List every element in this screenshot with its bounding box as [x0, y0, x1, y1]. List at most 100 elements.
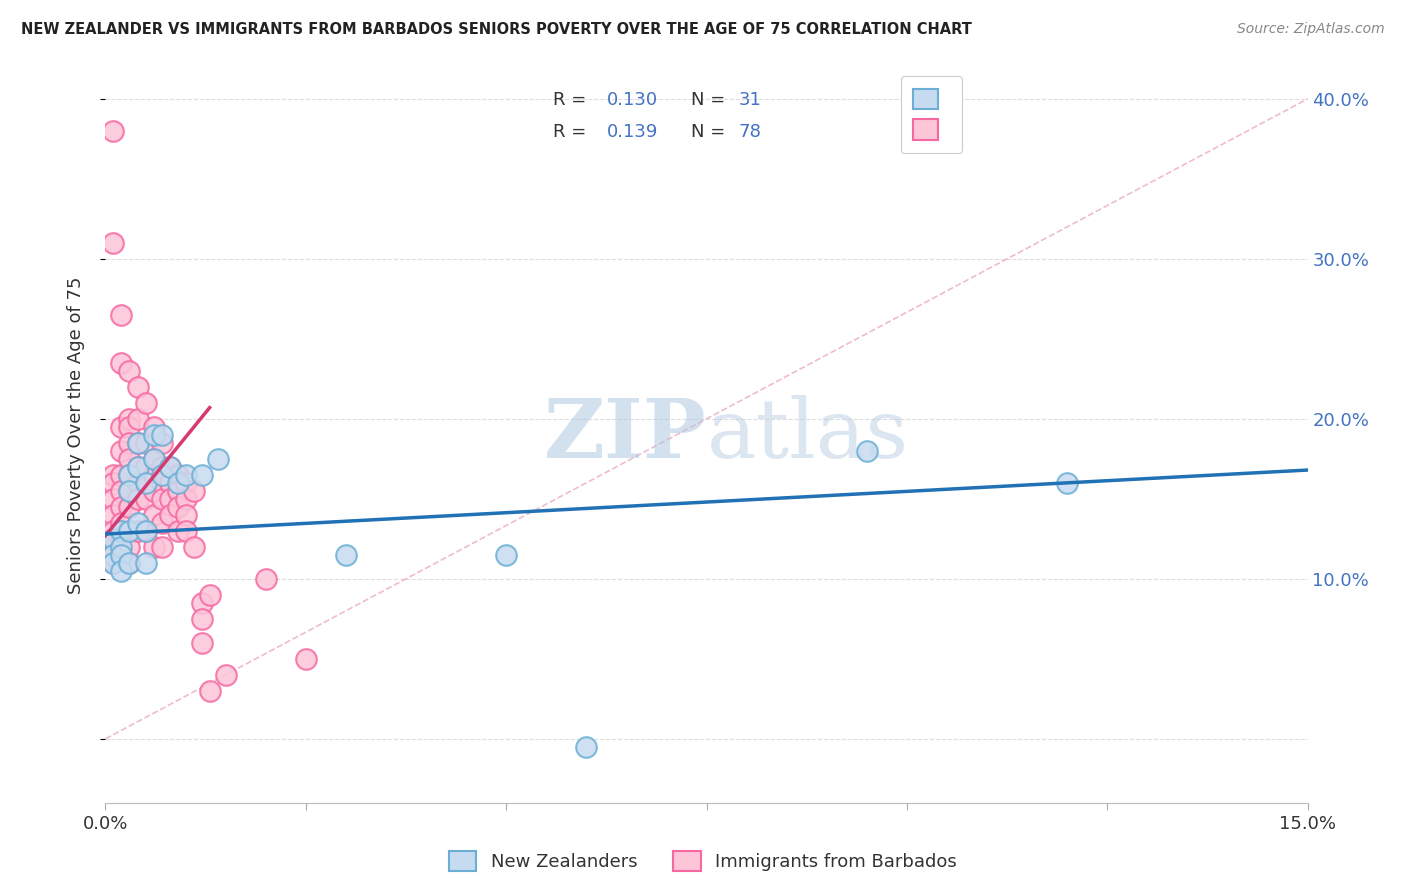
Point	[159, 508, 181, 522]
Point	[183, 483, 205, 498]
Text: ZIP: ZIP	[544, 395, 707, 475]
Point	[135, 435, 157, 450]
Point	[103, 548, 125, 562]
Point	[166, 483, 188, 498]
Point	[118, 556, 141, 570]
Point	[142, 420, 165, 434]
Point	[110, 467, 132, 482]
Point	[855, 443, 877, 458]
Point	[118, 364, 141, 378]
Point	[103, 124, 125, 138]
Point	[135, 459, 157, 474]
Point	[127, 380, 149, 394]
Text: N =: N =	[690, 123, 731, 141]
Point	[135, 475, 157, 490]
Point	[135, 524, 157, 538]
Point	[118, 500, 141, 514]
Point	[103, 548, 125, 562]
Point	[295, 652, 318, 666]
Point	[159, 475, 181, 490]
Point	[150, 491, 173, 506]
Point	[190, 596, 212, 610]
Point	[118, 420, 141, 434]
Legend: , : ,	[901, 76, 962, 153]
Point	[166, 475, 188, 490]
Point	[190, 636, 212, 650]
Point	[127, 435, 149, 450]
Text: 0.130: 0.130	[607, 91, 658, 109]
Legend: New Zealanders, Immigrants from Barbados: New Zealanders, Immigrants from Barbados	[441, 844, 965, 879]
Point	[174, 467, 197, 482]
Point	[110, 524, 132, 538]
Point	[118, 412, 141, 426]
Point	[174, 524, 197, 538]
Point	[135, 556, 157, 570]
Point	[103, 235, 125, 250]
Point	[198, 683, 221, 698]
Text: 78: 78	[740, 123, 762, 141]
Point	[103, 508, 125, 522]
Point	[214, 668, 236, 682]
Point	[150, 459, 173, 474]
Point	[103, 524, 125, 538]
Point	[110, 443, 132, 458]
Point	[110, 564, 132, 578]
Point	[110, 516, 132, 530]
Point	[103, 532, 125, 546]
Point	[207, 451, 229, 466]
Point	[174, 508, 197, 522]
Point	[103, 532, 125, 546]
Point	[118, 451, 141, 466]
Point	[335, 548, 357, 562]
Text: atlas: atlas	[707, 395, 908, 475]
Point	[127, 459, 149, 474]
Point	[166, 524, 188, 538]
Text: 0.139: 0.139	[607, 123, 658, 141]
Point	[110, 500, 132, 514]
Point	[166, 500, 188, 514]
Point	[118, 467, 141, 482]
Y-axis label: Seniors Poverty Over the Age of 75: Seniors Poverty Over the Age of 75	[66, 277, 84, 593]
Point	[110, 532, 132, 546]
Point	[150, 475, 173, 490]
Point	[110, 483, 132, 498]
Point	[190, 612, 212, 626]
Point	[190, 467, 212, 482]
Point	[495, 548, 517, 562]
Point	[103, 475, 125, 490]
Point	[118, 483, 141, 498]
Point	[142, 508, 165, 522]
Point	[135, 475, 157, 490]
Point	[575, 739, 598, 754]
Point	[118, 556, 141, 570]
Point	[135, 396, 157, 410]
Point	[254, 572, 277, 586]
Point	[159, 491, 181, 506]
Text: 31: 31	[740, 91, 762, 109]
Point	[118, 524, 141, 538]
Point	[166, 467, 188, 482]
Point	[110, 548, 132, 562]
Text: N =: N =	[690, 91, 731, 109]
Point	[183, 540, 205, 554]
Point	[150, 428, 173, 442]
Point	[174, 475, 197, 490]
Point	[118, 467, 141, 482]
Point	[142, 428, 165, 442]
Point	[127, 412, 149, 426]
Point	[174, 491, 197, 506]
Point	[150, 467, 173, 482]
Point	[103, 548, 125, 562]
Point	[159, 459, 181, 474]
Point	[110, 540, 132, 554]
Point	[127, 516, 149, 530]
Text: NEW ZEALANDER VS IMMIGRANTS FROM BARBADOS SENIORS POVERTY OVER THE AGE OF 75 COR: NEW ZEALANDER VS IMMIGRANTS FROM BARBADO…	[21, 22, 972, 37]
Point	[1056, 475, 1078, 490]
Point	[150, 540, 173, 554]
Point	[127, 459, 149, 474]
Point	[118, 483, 141, 498]
Point	[110, 420, 132, 434]
Point	[110, 356, 132, 370]
Point	[103, 491, 125, 506]
Point	[142, 451, 165, 466]
